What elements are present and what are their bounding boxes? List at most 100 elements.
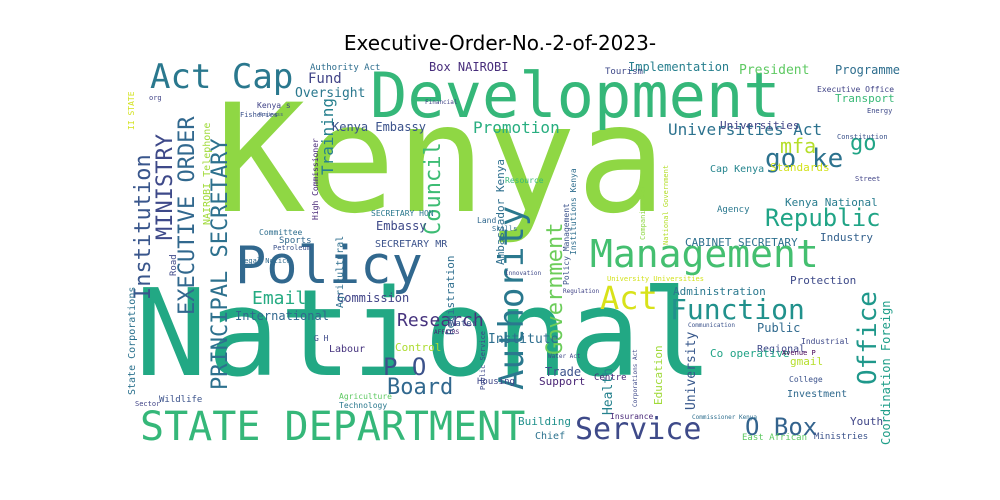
cloud-word: II STATE xyxy=(127,91,136,130)
cloud-word: PRINCIPAL SECRETARY xyxy=(208,138,233,390)
cloud-word: Regulation xyxy=(563,288,600,295)
cloud-word: Programme xyxy=(835,63,900,77)
cloud-word: Fund xyxy=(308,71,342,87)
cloud-word: Trade xyxy=(545,365,582,379)
cloud-word: Land xyxy=(477,216,497,225)
cloud-word: Authority Act xyxy=(310,63,381,73)
cloud-word: Communication xyxy=(688,322,735,329)
cloud-word: Implementation xyxy=(628,60,730,74)
cloud-word: gmail xyxy=(790,355,824,368)
cloud-word: Technology xyxy=(339,401,388,410)
cloud-word: President xyxy=(739,63,810,78)
cloud-word: STATE DEPARTMENT xyxy=(140,404,526,445)
cloud-word: O Box xyxy=(745,413,818,441)
cloud-word: State Corporations xyxy=(127,286,138,395)
cloud-word: Insurance xyxy=(610,412,654,421)
cloud-word: Kenya Embassy xyxy=(332,120,426,134)
cloud-word: Investment xyxy=(787,389,848,400)
cloud-word: Centre xyxy=(594,373,627,383)
cloud-word: Box NAIROBI xyxy=(429,60,509,74)
cloud-word: Institutions Kenya xyxy=(569,168,578,255)
cloud-word: Kenya xyxy=(215,73,667,247)
cloud-word: Transport xyxy=(835,92,895,105)
cloud-word: Skills xyxy=(492,225,518,233)
cloud-word: Companies Act xyxy=(639,185,647,240)
cloud-word: Legal Notice xyxy=(240,257,291,265)
cloud-word: Function xyxy=(670,293,805,326)
cloud-word: org xyxy=(149,94,162,102)
cloud-word: Management xyxy=(590,232,819,276)
cloud-word: Coordination Foreign xyxy=(879,300,893,446)
cloud-word: Ministries xyxy=(814,432,869,442)
cloud-word: P O xyxy=(383,353,427,381)
cloud-word: Kenya s xyxy=(257,101,291,110)
cloud-word: Executive Office xyxy=(817,85,895,94)
cloud-word: Act Cap xyxy=(150,60,294,97)
cloud-word: Street xyxy=(855,175,881,183)
cloud-word: Chief xyxy=(535,431,566,442)
word-cloud: Kenya National Development Policy STATE DEPA… xyxy=(125,60,900,445)
cloud-word: mfa xyxy=(780,134,817,158)
cloud-word: Industry xyxy=(820,231,873,244)
cloud-word: go xyxy=(850,131,877,156)
cloud-word: Republic xyxy=(765,204,881,232)
cloud-word: Commissioner Kenya xyxy=(692,414,758,421)
cloud-word: Water xyxy=(450,319,478,329)
cloud-word: Youth xyxy=(850,415,884,428)
cloud-word: Sector xyxy=(135,400,161,408)
cloud-word: Universities xyxy=(720,119,800,132)
word-cloud-title: Executive-Order-No.-2-of-2023- xyxy=(343,31,657,55)
cloud-word: College xyxy=(789,375,823,384)
cloud-word: Business xyxy=(259,112,284,118)
cloud-word: Agriculture xyxy=(339,392,392,401)
cloud-word: Agency xyxy=(717,205,750,215)
cloud-word: Corporations Act xyxy=(632,349,639,407)
cloud-word: CABINET SECRETARY xyxy=(685,236,798,249)
cloud-word: Board xyxy=(387,375,454,400)
cloud-word: Oversight xyxy=(295,86,366,101)
cloud-word: Institution xyxy=(131,154,156,300)
cloud-word: Administration xyxy=(673,285,766,298)
cloud-word: Cap Kenya xyxy=(710,164,765,175)
cloud-word: Industrial xyxy=(801,337,850,346)
cloud-word: Wildlife xyxy=(159,395,203,405)
cloud-word: EXECUTIVE ORDER xyxy=(175,116,200,315)
cloud-word: Sports xyxy=(279,236,312,246)
cloud-word: go ke xyxy=(765,144,844,174)
cloud-word: Control xyxy=(395,341,442,354)
cloud-word: Public Service xyxy=(479,330,487,390)
cloud-word: Research xyxy=(397,310,484,331)
cloud-word: Universities Act xyxy=(668,120,823,139)
cloud-word: Regional xyxy=(757,344,806,355)
cloud-word: University xyxy=(684,331,699,410)
cloud-word: Fisheries xyxy=(240,111,278,119)
cloud-word: Embassy xyxy=(376,219,427,233)
cloud-word: Institute xyxy=(488,332,559,347)
cloud-word: Policy Management xyxy=(562,203,571,285)
cloud-word: Promotion xyxy=(473,118,560,137)
cloud-word: Housing xyxy=(477,377,515,387)
cloud-word: University Universities xyxy=(607,275,704,283)
cloud-word: Labour xyxy=(329,344,366,355)
cloud-word: High Commissioner xyxy=(311,138,320,220)
cloud-word: Commission xyxy=(337,291,410,305)
cloud-word: Ambassador Kenya xyxy=(494,159,507,265)
cloud-word: Office xyxy=(853,291,883,385)
cloud-word: Building xyxy=(518,415,571,428)
cloud-word: Policy xyxy=(235,236,423,296)
cloud-word: National xyxy=(135,265,713,404)
cloud-word: Development xyxy=(370,60,781,132)
cloud-word: International xyxy=(235,309,329,323)
cloud-word: Resource xyxy=(505,176,544,185)
cloud-word: Training xyxy=(318,97,337,175)
cloud-word: Road xyxy=(169,254,179,276)
cloud-word: Public xyxy=(757,321,801,335)
cloud-word: AFFAIRS xyxy=(434,329,460,336)
cloud-word: Kenya National xyxy=(785,196,878,209)
cloud-word: Water Act xyxy=(548,353,581,360)
cloud-word: Innovation xyxy=(505,270,542,277)
cloud-word: Constitution xyxy=(837,133,888,141)
cloud-word: Agricultural xyxy=(335,235,346,308)
cloud-word: Committee xyxy=(259,228,303,237)
cloud-word: G H xyxy=(314,334,329,343)
